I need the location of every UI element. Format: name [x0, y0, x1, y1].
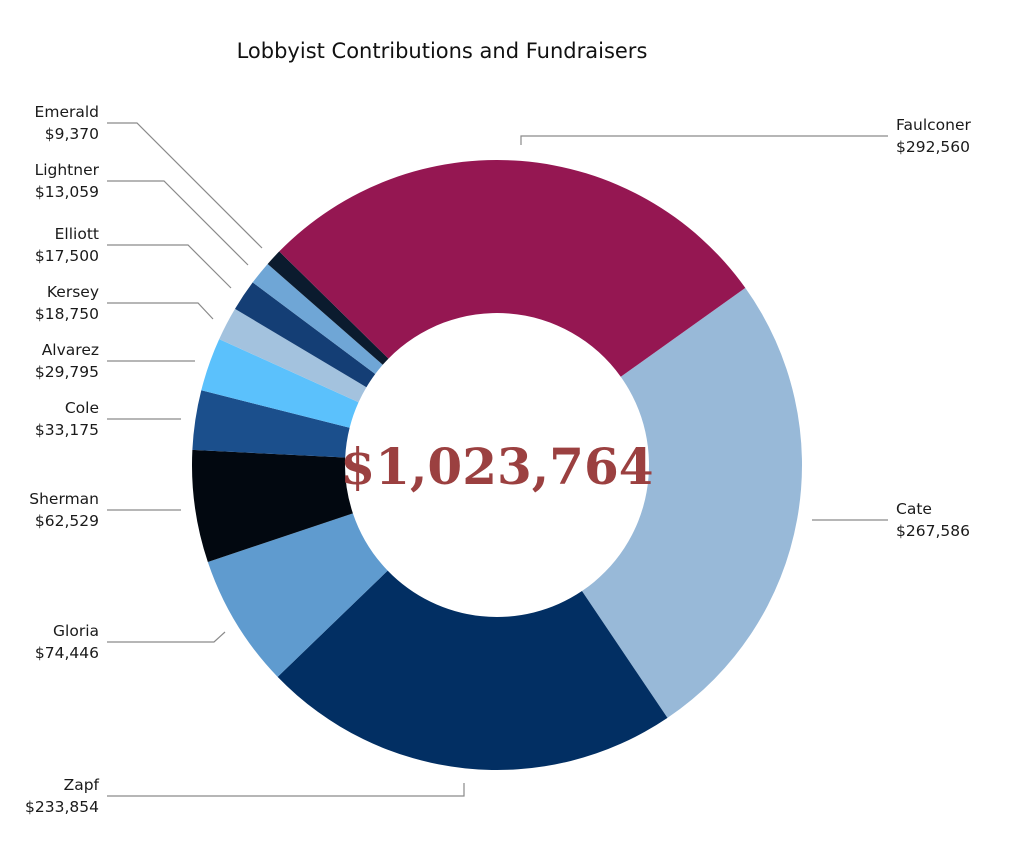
leader-line-zapf — [107, 783, 465, 797]
slice-label-value: $233,854 — [25, 798, 99, 816]
leader-line-gloria — [107, 631, 226, 643]
slice-label-name: Zapf — [64, 776, 100, 794]
slice-label-value: $29,795 — [35, 363, 99, 381]
slice-label-name: Kersey — [47, 283, 99, 301]
slice-label-value: $17,500 — [35, 247, 99, 265]
labels-group: Cate $267,586 Zapf $233,854 Gloria $74,446 She… — [25, 103, 971, 816]
leader-line-emerald — [107, 122, 263, 249]
slice-faulconer — [279, 159, 746, 377]
slice-zapf — [277, 570, 668, 770]
slice-label-name: Cate — [896, 500, 932, 518]
leader-line-lightner — [107, 180, 249, 266]
leader-line-elliott — [107, 244, 232, 289]
leader-line-kersey — [107, 302, 214, 320]
slice-cole — [192, 390, 350, 458]
slice-label-name: Cole — [65, 399, 99, 417]
slice-label-name: Alvarez — [42, 341, 99, 359]
chart-title: Lobbyist Contributions and Fundraisers — [237, 39, 648, 63]
slice-label-name: Sherman — [29, 490, 99, 508]
slice-label-value: $74,446 — [35, 644, 99, 662]
slice-label-value: $13,059 — [35, 183, 99, 201]
slice-cate — [581, 287, 802, 718]
slice-label-value: $267,586 — [896, 522, 970, 540]
slice-kersey — [219, 308, 367, 403]
slice-label-value: $33,175 — [35, 421, 99, 439]
slice-label-value: $9,370 — [45, 125, 99, 143]
leader-lines-group — [107, 122, 888, 797]
slice-label-name: Elliott — [55, 225, 99, 243]
slice-label-name: Lightner — [35, 161, 100, 179]
slice-sherman — [191, 449, 353, 563]
center-total-label: $1,023,764 — [340, 437, 653, 496]
slice-label-name: Gloria — [53, 622, 99, 640]
slice-gloria — [207, 513, 388, 677]
slice-emerald — [267, 251, 389, 365]
slice-label-value: $292,560 — [896, 138, 970, 156]
slice-label-name: Emerald — [35, 103, 99, 121]
slice-lightner — [252, 263, 383, 375]
leader-line-faulconer — [520, 135, 888, 145]
slices-group — [191, 159, 802, 770]
slice-label-value: $18,750 — [35, 305, 99, 323]
slice-alvarez — [201, 339, 359, 428]
slice-elliott — [234, 282, 376, 388]
slice-label-value: $62,529 — [35, 512, 99, 530]
slice-label-name: Faulconer — [896, 116, 971, 134]
